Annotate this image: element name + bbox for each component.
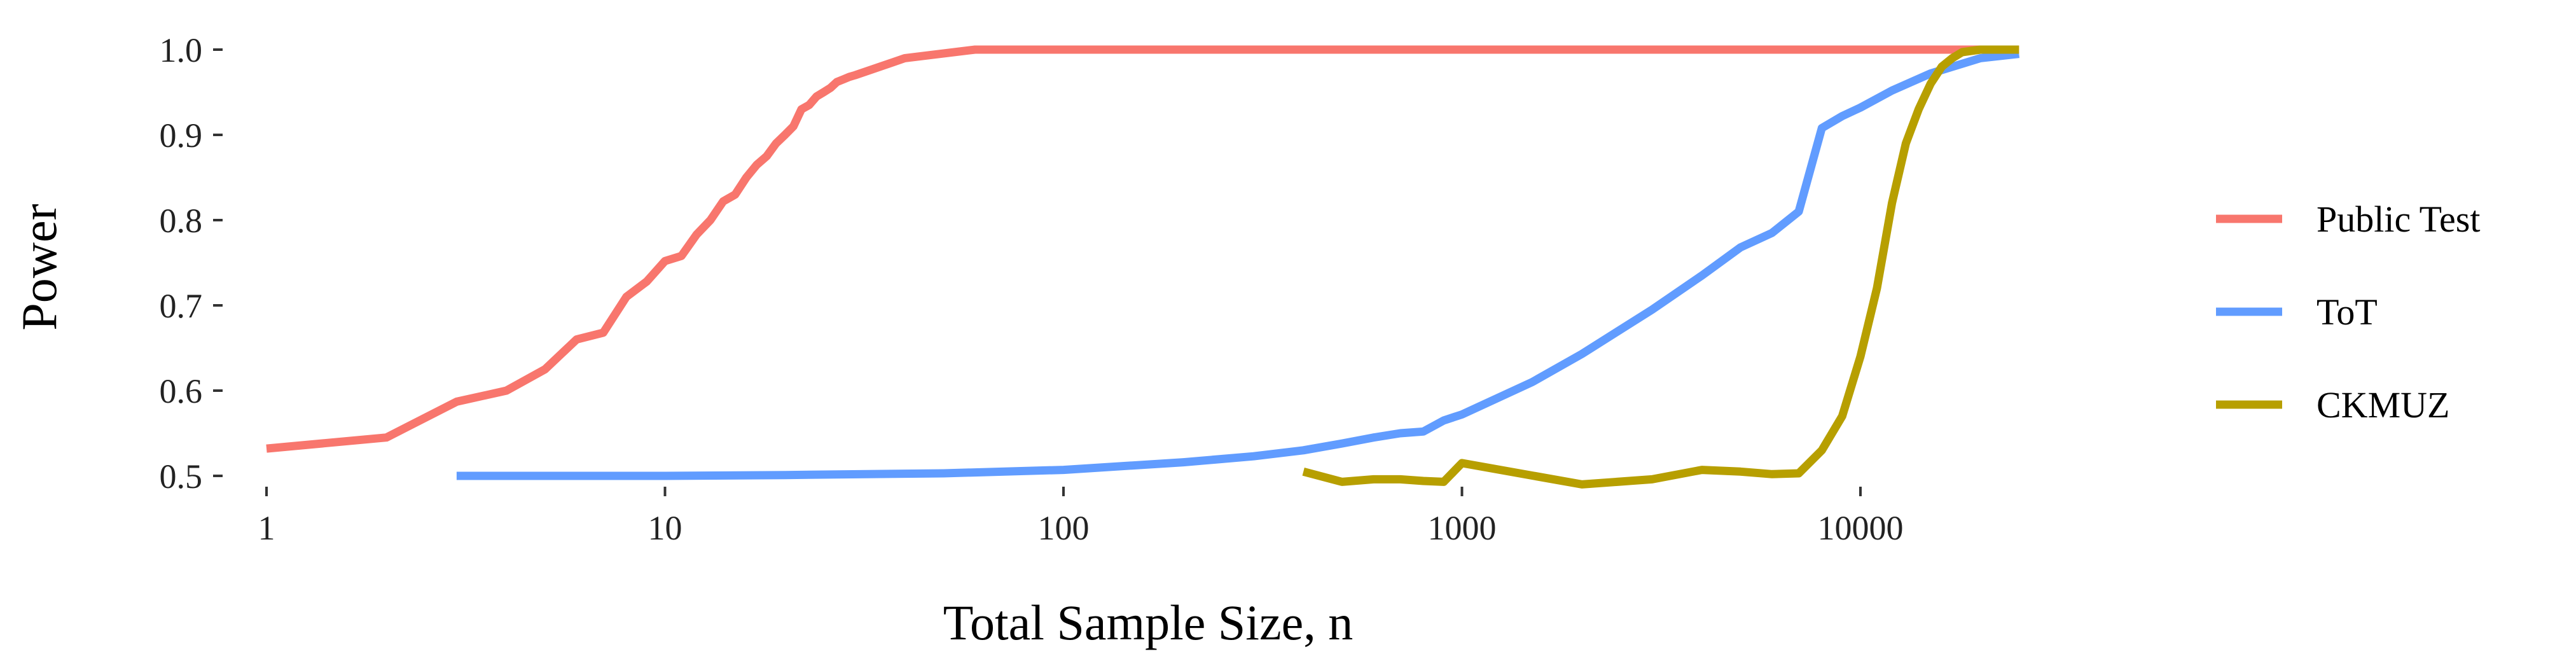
y-tick-label: 0.7: [160, 287, 203, 325]
legend-label: ToT: [2316, 291, 2378, 333]
y-tick-label: 0.8: [160, 202, 203, 240]
y-tick-label: 1.0: [160, 31, 203, 69]
x-tick-label: 1000: [1428, 509, 1497, 547]
x-tick-label: 1: [258, 509, 275, 547]
x-tick-label: 10: [648, 509, 682, 547]
legend: Public Test ToT CKMUZ: [2216, 198, 2481, 426]
y-tick-label: 0.5: [160, 457, 203, 496]
x-tick-label: 10000: [1818, 509, 1904, 547]
x-axis-ticks: 1 10 100 1000 10000: [258, 487, 1904, 547]
y-axis-ticks: 0.5 0.6 0.7 0.8 0.9 1.0: [160, 31, 223, 496]
legend-item: Public Test: [2216, 198, 2481, 240]
y-axis-title: Power: [11, 204, 67, 330]
legend-label: CKMUZ: [2316, 384, 2449, 426]
y-tick-label: 0.6: [160, 372, 203, 410]
series-line-tot: [456, 50, 2020, 480]
series-line-ckmuz: [1302, 45, 2019, 489]
legend-item: CKMUZ: [2216, 384, 2449, 426]
x-axis-title: Total Sample Size, n: [943, 595, 1353, 650]
legend-label: Public Test: [2316, 198, 2481, 240]
y-tick-label: 0.9: [160, 116, 203, 155]
series-line-public-test: [266, 45, 2019, 453]
x-tick-label: 100: [1038, 509, 1090, 547]
series-lines: [266, 45, 2020, 489]
legend-item: ToT: [2216, 291, 2378, 333]
